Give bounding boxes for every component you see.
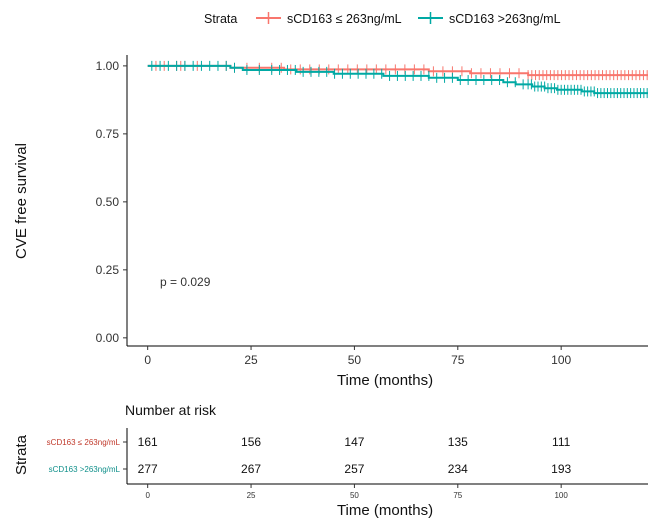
risk-strata-title: Strata [13,434,30,475]
risk-x-tick-label: 75 [453,491,462,500]
risk-row-1-label: sCD163 ≤ 263ng/mL [47,438,121,447]
y-axis-title: CVE free survival [13,143,30,259]
y-ticks: 0.00 0.25 0.50 0.75 1.00 [96,59,127,345]
risk-x-axis-title: Time (months) [337,502,433,519]
risk-value: 161 [138,435,158,449]
x-ticks: 0 25 50 75 100 [144,346,571,367]
risk-value: 234 [448,462,468,476]
risk-value: 267 [241,462,261,476]
risk-x-tick-label: 25 [247,491,256,500]
risk-x-tick-label: 50 [350,491,359,500]
risk-table-title: Number at risk [125,402,217,418]
risk-value: 193 [551,462,571,476]
x-axis-title: Time (months) [337,372,433,389]
legend-entry-1: sCD163 ≤ 263ng/mL [287,12,402,26]
p-value-annotation: p = 0.029 [160,275,211,289]
risk-row-2-label: sCD163 >263ng/mL [49,465,121,474]
risk-x-tick-label: 0 [145,491,150,500]
x-tick-label: 50 [348,353,362,367]
risk-values: 161 156 147 135 111 277 267 257 234 193 [138,435,572,476]
y-tick-label: 0.25 [96,263,120,277]
risk-value: 277 [138,462,158,476]
x-tick-label: 0 [144,353,151,367]
legend-title: Strata [204,12,237,26]
risk-table: Number at risk sCD163 ≤ 263ng/mL sCD163 … [13,402,648,519]
risk-value: 135 [448,435,468,449]
y-tick-label: 1.00 [96,59,120,73]
risk-value: 111 [552,435,571,449]
risk-x-ticks: 0 25 50 75 100 [145,484,568,500]
risk-value: 156 [241,435,261,449]
y-tick-label: 0.50 [96,195,120,209]
x-tick-label: 100 [551,353,571,367]
y-tick-label: 0.75 [96,127,120,141]
risk-value: 147 [344,435,364,449]
y-tick-label: 0.00 [96,331,120,345]
legend: Strata sCD163 ≤ 263ng/mL sCD163 >263ng/m… [204,12,561,26]
survival-plot: 0.00 0.25 0.50 0.75 1.00 0 25 50 75 100 CVE free… [13,55,648,389]
x-tick-label: 25 [244,353,258,367]
legend-entry-2: sCD163 >263ng/mL [449,12,561,26]
risk-value: 257 [344,462,364,476]
x-tick-label: 75 [451,353,465,367]
survival-curves [147,60,648,99]
risk-x-tick-label: 100 [554,491,568,500]
